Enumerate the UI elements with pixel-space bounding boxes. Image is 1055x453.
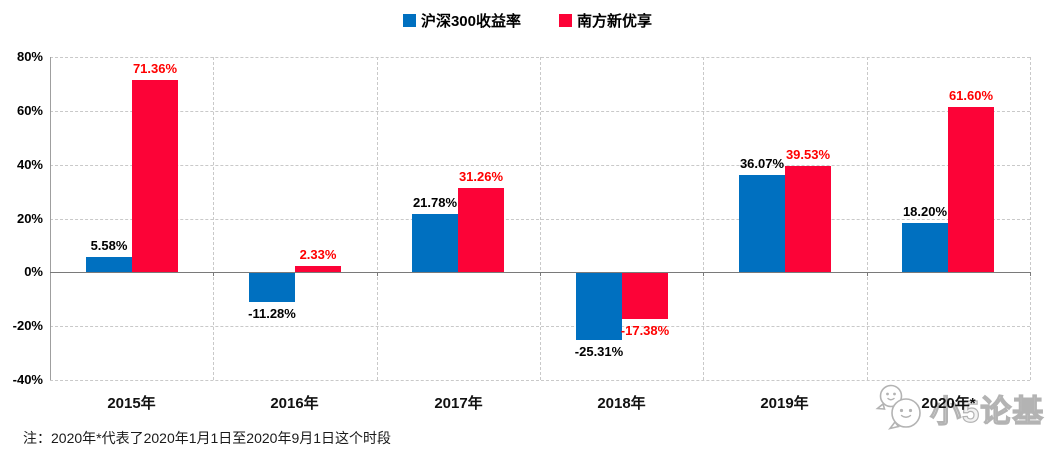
vertical-gridline bbox=[867, 57, 868, 380]
vertical-gridline bbox=[377, 57, 378, 380]
bar-series1-2020年* bbox=[902, 223, 948, 272]
bar-series2-2016年 bbox=[295, 266, 341, 272]
bar-series1-2017年 bbox=[412, 214, 458, 273]
legend: 沪深300收益率 南方新优享 bbox=[0, 10, 1055, 31]
horizontal-gridline bbox=[50, 380, 1030, 381]
vertical-gridline bbox=[703, 57, 704, 380]
bar-value-label: 5.58% bbox=[90, 238, 128, 253]
bar-series2-2019年 bbox=[785, 166, 831, 272]
legend-swatch-icon bbox=[402, 14, 416, 27]
chat-bubbles-icon bbox=[875, 384, 921, 430]
bar-value-label: 36.07% bbox=[739, 156, 785, 171]
legend-item-2: 南方新优享 bbox=[559, 10, 652, 31]
bar-value-label: 71.36% bbox=[132, 61, 178, 76]
x-axis-category-label: 2020年* bbox=[921, 395, 976, 412]
vertical-gridline bbox=[213, 57, 214, 380]
vertical-gridline bbox=[1030, 57, 1031, 380]
bar-series1-2018年 bbox=[576, 272, 622, 340]
bar-value-label: -17.38% bbox=[620, 323, 670, 338]
zero-axis-tick bbox=[1030, 272, 1031, 276]
x-axis-category-label: 2018年 bbox=[597, 395, 646, 412]
y-axis-tick-label: 40% bbox=[16, 157, 43, 172]
x-axis-category-label: 2016年 bbox=[270, 395, 319, 412]
bar-value-label: 31.26% bbox=[458, 169, 504, 184]
y-axis-tick-label: -20% bbox=[12, 318, 43, 333]
bar-value-label: 21.78% bbox=[412, 195, 458, 210]
footnote: 注：2020年*代表了2020年1月1日至2020年9月1日这个时段 bbox=[23, 430, 392, 446]
y-axis-tick-label: 60% bbox=[16, 103, 43, 118]
y-axis-tick-label: 80% bbox=[16, 49, 43, 64]
bar-series2-2020年* bbox=[948, 107, 994, 273]
zero-axis-tick bbox=[540, 272, 541, 276]
watermark-text: 小5论基 bbox=[929, 393, 1045, 429]
bar-series2-2015年 bbox=[132, 80, 178, 272]
bar-series2-2018年 bbox=[622, 272, 668, 319]
x-axis-category-label: 2019年 bbox=[760, 395, 809, 412]
bar-value-label: 61.60% bbox=[948, 88, 994, 103]
legend-swatch-icon bbox=[559, 14, 572, 27]
bar-value-label: -11.28% bbox=[248, 306, 296, 321]
zero-axis-tick bbox=[213, 272, 214, 276]
x-axis-category-label: 2017年 bbox=[434, 395, 483, 412]
vertical-gridline bbox=[540, 57, 541, 380]
legend-label: 沪深300收益率 bbox=[420, 13, 521, 30]
zero-axis-tick bbox=[377, 272, 378, 276]
zero-axis-tick bbox=[867, 272, 868, 276]
y-axis-tick-label: 20% bbox=[16, 211, 43, 226]
zero-axis-tick bbox=[703, 272, 704, 276]
bar-value-label: -25.31% bbox=[574, 344, 624, 359]
bar-value-label: 2.33% bbox=[299, 247, 337, 262]
x-axis-category-label: 2015年 bbox=[107, 395, 156, 412]
bar-series2-2017年 bbox=[458, 188, 504, 272]
bar-series1-2016年 bbox=[249, 272, 295, 302]
watermark: 小5论基 bbox=[870, 383, 1044, 433]
bar-value-label: 39.53% bbox=[785, 147, 831, 162]
y-axis-tick-label: -40% bbox=[12, 372, 43, 387]
bar-series1-2019年 bbox=[739, 175, 785, 272]
legend-label: 南方新优享 bbox=[577, 13, 653, 30]
y-axis-line bbox=[50, 57, 51, 380]
bar-series1-2015年 bbox=[86, 257, 132, 272]
bar-value-label: 18.20% bbox=[902, 204, 948, 219]
legend-item-1: 沪深300收益率 bbox=[402, 10, 521, 31]
y-axis-tick-label: 0% bbox=[24, 264, 43, 279]
